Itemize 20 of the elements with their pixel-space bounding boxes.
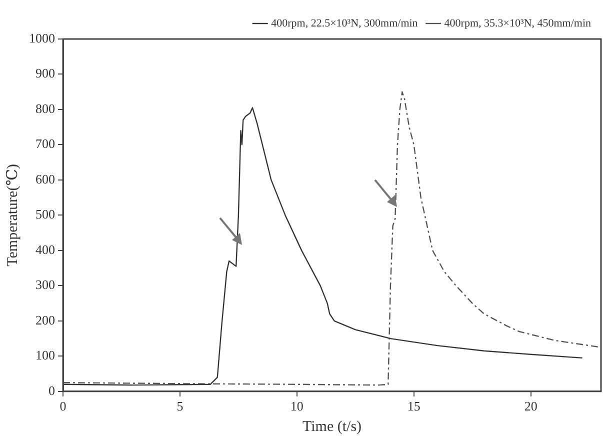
y-tick-label: 100 xyxy=(36,348,55,363)
x-tick-label: 5 xyxy=(176,398,184,414)
y-tick-label: 0 xyxy=(48,382,55,398)
x-tick-label: 10 xyxy=(290,398,304,414)
y-tick-label: 700 xyxy=(36,136,55,152)
legend-label: 400rpm, 22.5×10³N, 300mm/min xyxy=(271,17,418,30)
y-tick-label: 800 xyxy=(36,100,55,116)
y-tick-label: 500 xyxy=(36,206,55,222)
y-axis-title: Temperature(℃) xyxy=(4,164,21,266)
x-tick-label: 0 xyxy=(60,398,66,414)
y-tick-label: 600 xyxy=(36,171,55,186)
y-tick-label: 400 xyxy=(36,242,55,257)
y-tick-label: 300 xyxy=(36,277,55,292)
y-tick-label: 200 xyxy=(36,312,55,328)
legend-label: 400rpm, 35.3×10³N, 450mm/min xyxy=(444,17,592,30)
y-tick-label: 900 xyxy=(36,66,55,81)
x-tick-label: 15 xyxy=(407,398,420,414)
x-axis-title: Time (t/s) xyxy=(302,418,362,435)
y-tick-label: 1000 xyxy=(29,30,55,46)
x-tick-label: 20 xyxy=(524,398,538,414)
